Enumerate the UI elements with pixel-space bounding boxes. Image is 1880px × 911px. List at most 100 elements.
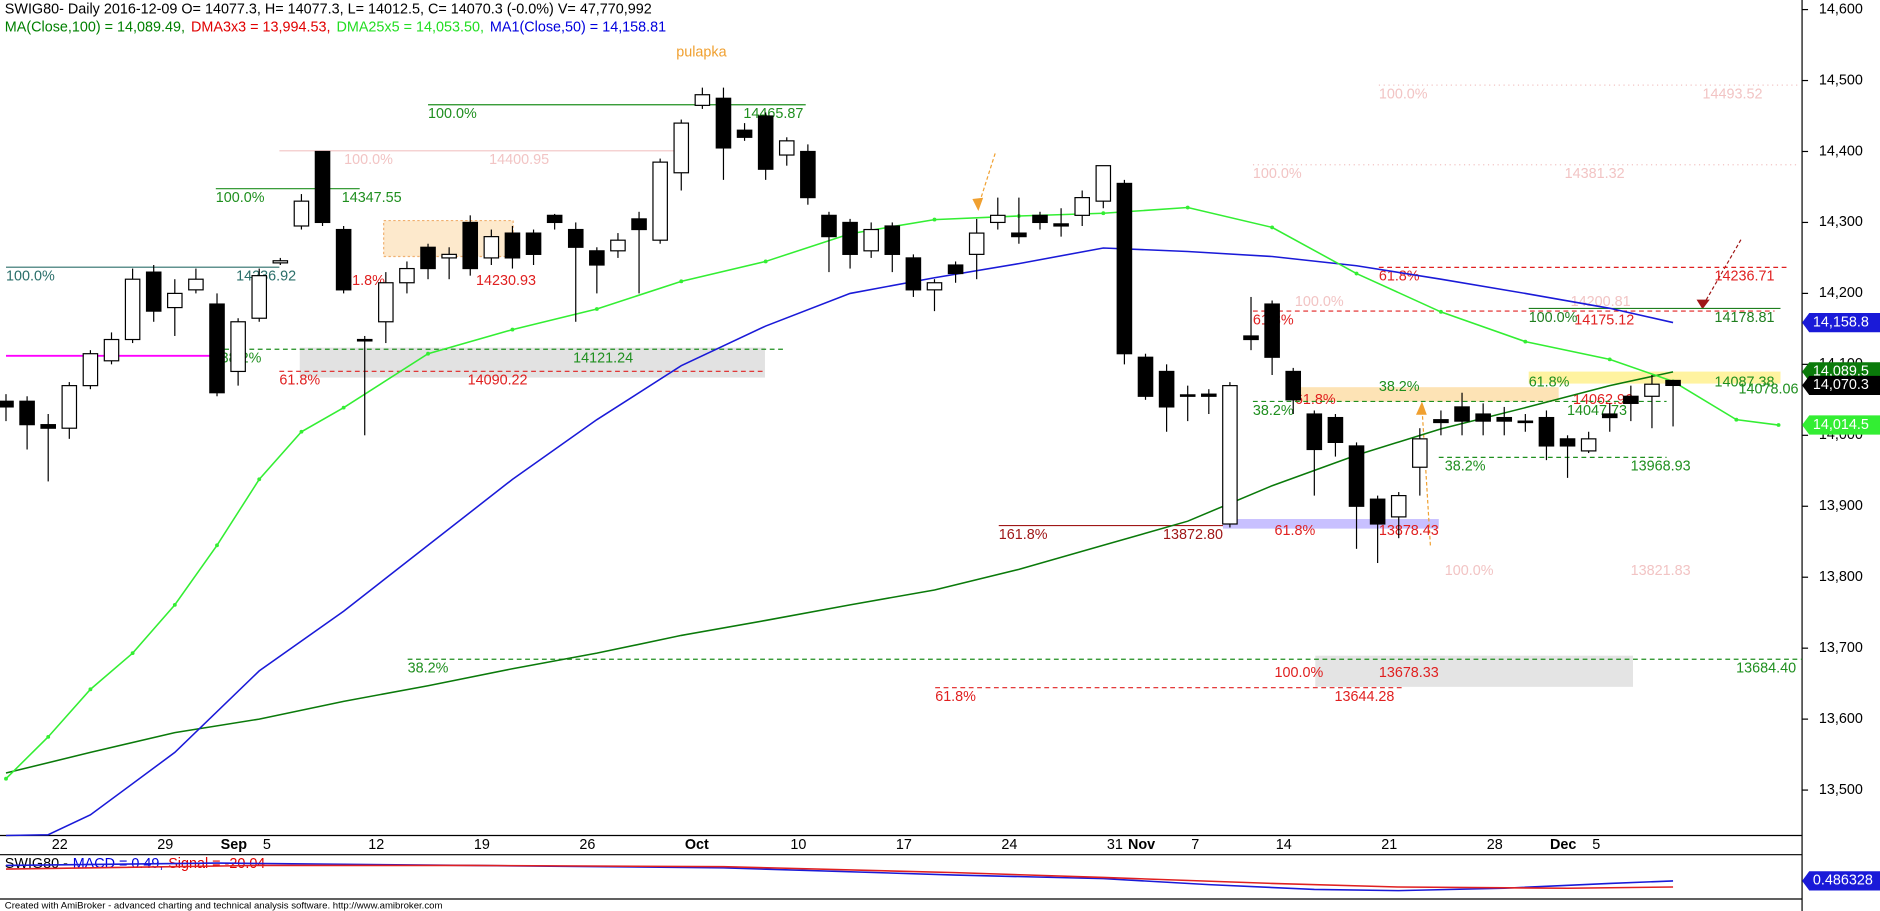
candle-body [314, 150, 331, 224]
candle-body [335, 228, 352, 291]
candle-body [842, 221, 858, 255]
fib-percent: 61.8% [935, 689, 976, 705]
y-tick-label: 13,900 [1819, 498, 1863, 514]
candle-body [82, 353, 99, 387]
candle-body [926, 282, 943, 291]
price-tag: 14,158.8 [1813, 314, 1869, 330]
price-tag-bg [1802, 375, 1880, 396]
candle-body [167, 292, 183, 309]
x-tick-label: Dec [1550, 837, 1576, 853]
candle-body [525, 232, 542, 255]
fib-level: 14493.52 [1703, 87, 1763, 103]
candle-body [673, 122, 690, 174]
price-tag: 14,070.3 [1813, 377, 1869, 393]
fib-level: 14062.96 [1573, 392, 1633, 408]
x-tick-label: 31 [1107, 837, 1123, 853]
fib-level: 13878.43 [1379, 523, 1439, 539]
candle-body [631, 218, 647, 231]
arrow-head [972, 197, 984, 211]
fib-level: 13644.28 [1334, 689, 1394, 705]
fib-percent: 38.2% [1445, 459, 1486, 475]
y-tick-label: 13,700 [1819, 640, 1863, 656]
candle-body [420, 246, 436, 270]
candle-body [863, 228, 879, 252]
x-tick-label: 5 [263, 837, 271, 853]
y-tick-label: 14,300 [1819, 214, 1863, 230]
x-tick-label: 7 [1191, 837, 1199, 853]
price-tag-bg [1802, 415, 1880, 435]
candle-body [821, 214, 837, 238]
candle-body [103, 338, 120, 362]
candle-body [1644, 383, 1660, 397]
candle-body [1116, 182, 1133, 355]
line-dot [763, 259, 768, 264]
x-tick-label: 21 [1381, 837, 1397, 853]
price-tag: 14,089.5 [1813, 364, 1869, 380]
macd-title: Signal = -20.04 [168, 856, 265, 872]
line-dot [1185, 205, 1190, 210]
candle-body [1559, 438, 1576, 447]
decorations [0, 0, 1803, 911]
y-tick-label: 14,600 [1819, 1, 1863, 17]
candle-body [378, 282, 394, 323]
fib-percent: 161.8% [999, 527, 1048, 543]
fib-percent: 100.0% [344, 152, 393, 168]
candle-body [715, 97, 732, 149]
candle-body [1601, 413, 1618, 419]
zone-box [1528, 371, 1781, 384]
candle-body [757, 115, 774, 170]
x-tick-label: 24 [1001, 837, 1017, 853]
x-tick-label: 26 [579, 837, 595, 853]
fib-level: 14236.71 [1715, 269, 1775, 285]
candle-body [1454, 406, 1470, 422]
candle-body [1369, 498, 1386, 525]
legend-entry: DMA3x3 = 13,994.53, [191, 19, 330, 35]
line-dot [341, 405, 346, 410]
line-dot [1734, 417, 1739, 422]
candle-body [40, 424, 56, 429]
x-tick-label: 28 [1487, 837, 1503, 853]
note: pulapka [676, 45, 726, 61]
fib-level: 14200.81 [1571, 294, 1631, 310]
candle-body [1074, 197, 1090, 216]
candle-body [736, 129, 753, 138]
candle-body [1306, 413, 1323, 451]
price-tag: 14,014.5 [1813, 417, 1869, 433]
x-tick-label: Nov [1128, 837, 1155, 853]
fib-percent: 100.0% [1295, 294, 1344, 310]
fib-percent: 61.8% [1295, 392, 1336, 408]
candle-body [1137, 356, 1154, 397]
candle-body [905, 257, 922, 291]
candle-body [947, 264, 964, 275]
x-tick-label: 10 [790, 837, 806, 853]
fib-percent: 100.0% [1445, 563, 1494, 579]
fib-level: 14175.12 [1574, 312, 1634, 328]
candle-body [1496, 416, 1513, 422]
zone-box [1315, 655, 1634, 687]
candle-body [1095, 165, 1112, 202]
candle-body [230, 321, 246, 373]
footer: Created with AmiBroker - advanced charti… [5, 901, 443, 911]
line-dot [594, 307, 599, 311]
candle-body [272, 260, 289, 264]
candle-body [884, 225, 901, 255]
fib-percent: 100.0% [1529, 310, 1578, 326]
fib-level: 13684.40 [1736, 661, 1796, 677]
candle-body [1222, 385, 1238, 525]
price-tag: 0.486328 [1813, 873, 1873, 889]
candle-body [124, 278, 141, 341]
candle-body [1243, 335, 1259, 341]
zone-box [1294, 387, 1559, 402]
line-dot [257, 477, 262, 482]
ma-line [5, 206, 1779, 780]
candle-body [1032, 214, 1048, 224]
line-dot [1354, 271, 1359, 276]
fib-percent: 61.8% [1379, 269, 1420, 285]
candle-body [1264, 303, 1280, 358]
line-dot [215, 543, 219, 548]
line-dot [4, 776, 8, 781]
x-tick-label: 22 [52, 837, 68, 853]
fib-level: 14047.73 [1567, 403, 1627, 419]
